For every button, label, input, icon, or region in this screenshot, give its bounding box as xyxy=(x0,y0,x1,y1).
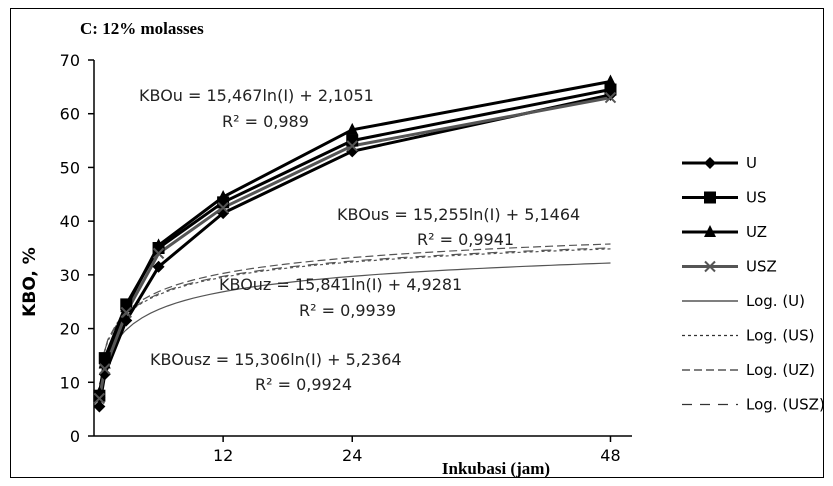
x-tick-label: 48 xyxy=(600,446,620,465)
y-tick-label: 70 xyxy=(60,51,80,70)
y-tick-label: 50 xyxy=(60,158,80,177)
marker-usz xyxy=(93,392,106,405)
y-tick-label: 0 xyxy=(70,427,80,446)
legend-label-log-usz: Log. (USZ) xyxy=(746,396,825,414)
marker-u xyxy=(93,400,106,413)
marker-usz xyxy=(152,247,165,260)
annotation-us-equation: KBOus = 15,255ln(I) + 5,1464 xyxy=(337,205,580,224)
annotation-us: KBOus = 15,255ln(I) + 5,1464 R² = 0,9941 xyxy=(337,205,580,249)
chart-frame xyxy=(10,8,824,478)
marker-u xyxy=(152,260,165,273)
annotation-uz: KBOuz = 15,841ln(I) + 4,9281 R² = 0,9939 xyxy=(219,275,462,320)
marker-usz xyxy=(346,140,358,152)
y-tick-label: 20 xyxy=(60,320,80,339)
trendline-us xyxy=(98,248,611,369)
marker-us xyxy=(604,83,617,96)
legend-marker-us xyxy=(704,191,716,204)
trendlines xyxy=(98,243,611,385)
legend-label-us: US xyxy=(746,189,767,207)
trendline-usz xyxy=(98,247,611,369)
marker-usz xyxy=(217,202,229,214)
marker-uz xyxy=(346,122,359,135)
x-axis-label: Inkubasi (jam) xyxy=(442,459,550,478)
series-markers xyxy=(93,74,617,413)
y-axis-label: KBO, % xyxy=(20,247,40,317)
marker-uz xyxy=(217,189,230,202)
annotation-usz: KBOusz = 15,306ln(I) + 5,2364 R² = 0,992… xyxy=(150,350,402,394)
legend: U US UZ USZ Log. (U) Log. (US) Log. (UZ) Log. (… xyxy=(682,154,825,414)
y-tick-label: 60 xyxy=(60,105,80,124)
annotation-u: KBOu = 15,467ln(I) + 2,1051 R² = 0,989 xyxy=(139,86,374,131)
y-ticks: 0 10 20 30 40 50 60 70 xyxy=(60,51,94,446)
legend-label-log-uz: Log. (UZ) xyxy=(746,361,815,379)
legend-marker-uz xyxy=(704,225,716,237)
trendline-uz xyxy=(98,243,611,369)
marker-u xyxy=(120,314,133,327)
legend-label-usz: USZ xyxy=(746,258,777,276)
annotation-uz-r2: R² = 0,9939 xyxy=(299,301,396,320)
legend-label-log-us: Log. (US) xyxy=(746,327,815,345)
annotation-usz-equation: KBOusz = 15,306ln(I) + 5,2364 xyxy=(150,350,402,369)
legend-marker-usz xyxy=(704,260,716,273)
legend-marker-u xyxy=(704,157,716,169)
marker-uz xyxy=(604,74,617,87)
marker-usz xyxy=(120,306,132,319)
y-tick-label: 40 xyxy=(60,212,80,231)
annotation-u-r2: R² = 0,989 xyxy=(222,112,309,131)
annotation-uz-equation: KBOuz = 15,841ln(I) + 4,9281 xyxy=(219,275,462,294)
y-tick-label: 30 xyxy=(60,266,80,285)
annotation-us-r2: R² = 0,9941 xyxy=(417,230,514,249)
marker-usz xyxy=(99,363,111,375)
legend-label-log-u: Log. (U) xyxy=(746,292,805,310)
x-tick-label: 12 xyxy=(213,446,233,465)
y-tick-label: 10 xyxy=(60,373,80,392)
marker-uz xyxy=(152,238,165,251)
chart-title: C: 12% molasses xyxy=(80,19,204,38)
annotation-u-equation: KBOu = 15,467ln(I) + 2,1051 xyxy=(139,86,374,105)
legend-label-uz: UZ xyxy=(746,223,767,241)
marker-usz xyxy=(604,91,617,104)
trendline-u xyxy=(98,262,611,385)
legend-label-u: U xyxy=(746,154,757,172)
annotation-usz-r2: R² = 0,9924 xyxy=(255,375,352,394)
x-ticks: 12 24 48 xyxy=(213,436,621,465)
x-tick-label: 24 xyxy=(342,446,362,465)
